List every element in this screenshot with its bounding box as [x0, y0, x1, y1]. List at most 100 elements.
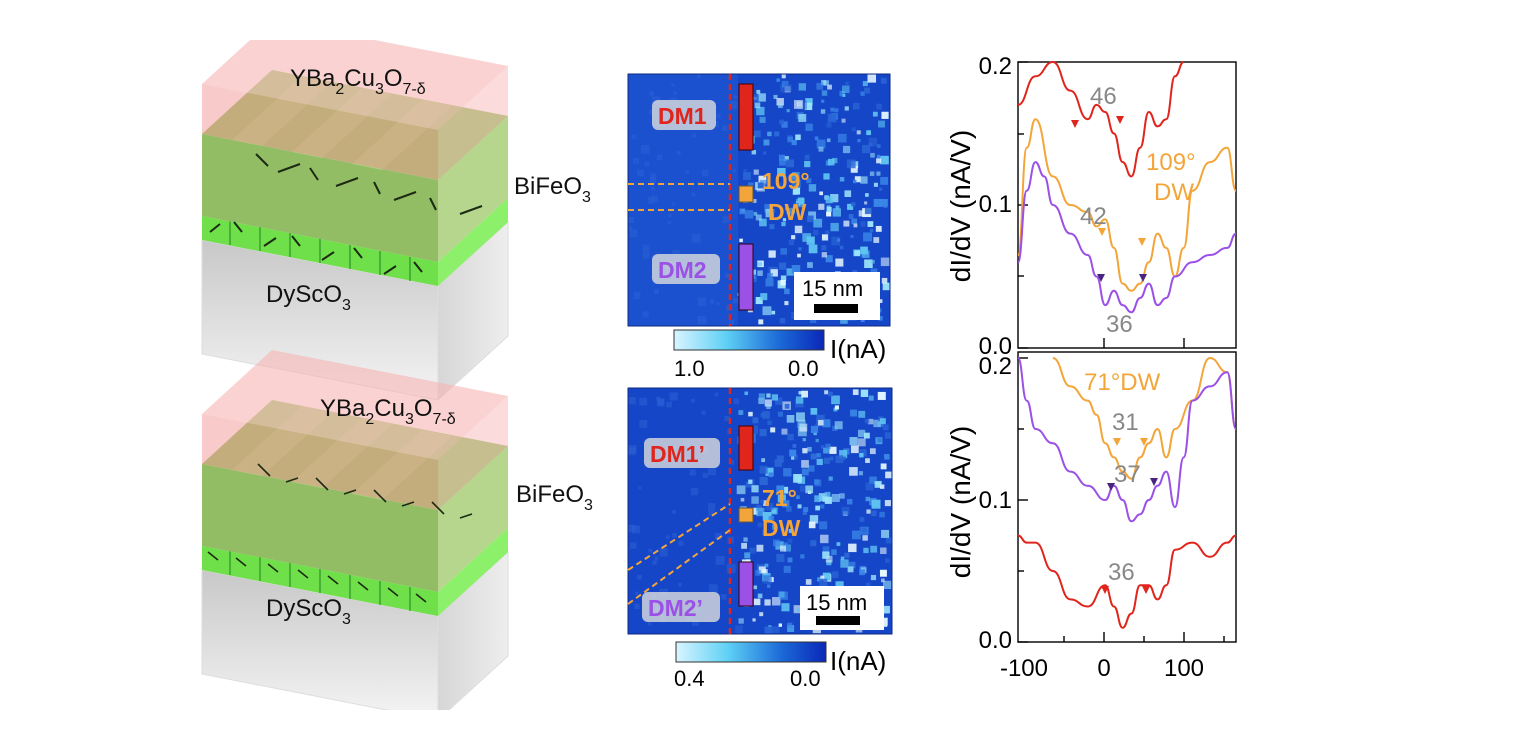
map-speckle	[847, 203, 854, 210]
map-speckle	[759, 476, 768, 486]
map-speckle	[765, 467, 774, 476]
map-speckle	[755, 296, 763, 305]
map-speckle	[768, 250, 776, 258]
map-speckle	[787, 622, 793, 628]
dm2-marker	[738, 243, 754, 311]
map-speckle	[668, 213, 672, 218]
map-speckle	[848, 214, 854, 219]
map-speckle	[830, 194, 839, 203]
map-speckle	[841, 118, 846, 123]
map-speckle	[628, 397, 637, 405]
map-speckle	[780, 248, 787, 255]
map-speckle	[802, 438, 806, 442]
map-speckle	[871, 510, 877, 517]
spectrum-curve-1	[1017, 357, 1237, 523]
map-speckle	[805, 123, 813, 131]
label-dw71-dw: DW	[762, 515, 801, 541]
map-speckle	[778, 591, 785, 598]
map-speckle	[701, 169, 709, 177]
map-speckle	[793, 454, 798, 460]
map-speckle	[672, 509, 677, 514]
map-speckle	[880, 155, 889, 165]
map-speckle	[762, 569, 768, 575]
map-speckle	[628, 226, 633, 230]
map-speckle	[637, 574, 642, 580]
bottom-plot-frame	[1017, 351, 1237, 643]
map-speckle	[809, 515, 819, 524]
dw71-marker	[738, 507, 754, 523]
ybco-label-1: YBa2Cu3O7-δ	[290, 65, 426, 98]
map-speckle	[724, 273, 730, 278]
map-speckle	[639, 419, 648, 428]
map-speckle	[832, 208, 842, 217]
map-speckle	[880, 547, 887, 554]
map-speckle	[851, 202, 856, 207]
map-speckle	[845, 81, 849, 85]
map-speckle	[748, 479, 753, 484]
map-speckle	[783, 468, 792, 477]
map-speckle	[880, 257, 890, 267]
map-speckle	[782, 500, 790, 508]
map-speckle	[759, 116, 766, 123]
map-speckle	[752, 417, 759, 424]
map-speckle	[820, 109, 826, 114]
map-speckle	[885, 537, 892, 544]
map-speckle	[777, 494, 786, 503]
map-speckle	[633, 292, 641, 300]
map-speckle	[824, 390, 829, 395]
map-speckle	[810, 540, 817, 547]
map-speckle	[867, 418, 874, 425]
map-speckle	[859, 449, 867, 457]
ann-31: 31	[1112, 409, 1139, 436]
map-speckle	[640, 144, 650, 154]
dm1-marker	[738, 83, 754, 151]
map-speckle	[860, 389, 869, 397]
label-dm1p: DM1’	[650, 441, 705, 467]
map-speckle	[885, 558, 890, 563]
label-dm2p: DM2’	[648, 595, 703, 621]
map-speckle	[807, 262, 813, 268]
map-speckle	[708, 584, 718, 594]
map-speckle	[848, 561, 856, 569]
map-speckle	[865, 582, 871, 588]
map-speckle	[642, 244, 650, 252]
map-speckle	[652, 560, 657, 565]
map-speckle	[780, 84, 789, 93]
map-speckle	[759, 612, 764, 617]
map-speckle	[779, 119, 784, 125]
map-speckle	[861, 145, 871, 154]
map-speckle	[628, 447, 636, 455]
scalebar-label-2: 15 nm	[806, 590, 867, 615]
map-speckle	[826, 560, 832, 566]
map-speckle	[635, 591, 639, 595]
map-speckle	[739, 208, 746, 215]
map-speckle	[781, 428, 788, 435]
map-speckle	[757, 270, 763, 276]
map-speckle	[763, 151, 767, 155]
map-speckle	[804, 102, 813, 111]
map-speckle	[638, 486, 642, 490]
map-speckle	[865, 496, 870, 502]
map-speckle	[842, 145, 851, 154]
map-speckle	[735, 625, 743, 634]
map-speckle	[752, 198, 757, 203]
map-speckle	[772, 597, 781, 606]
map-speckle	[808, 521, 816, 529]
map-speckle	[851, 127, 856, 132]
map-speckle	[732, 297, 739, 304]
map-speckle	[649, 176, 657, 184]
ann-dw109-dw: DW	[1154, 179, 1194, 206]
colorbar-71: 0.4 0.0 I(nA)	[674, 641, 886, 691]
map-speckle	[724, 415, 731, 422]
map-speckle	[767, 420, 772, 425]
map-speckle	[778, 154, 785, 161]
map-speckle	[821, 99, 825, 103]
map-speckle	[772, 509, 777, 514]
map-speckle	[653, 288, 660, 295]
map-speckle	[773, 94, 778, 99]
map-speckle	[862, 81, 868, 87]
map-speckle	[820, 504, 825, 509]
map-speckle	[817, 419, 824, 426]
map-speckle	[864, 207, 872, 215]
map-speckle	[708, 509, 715, 516]
